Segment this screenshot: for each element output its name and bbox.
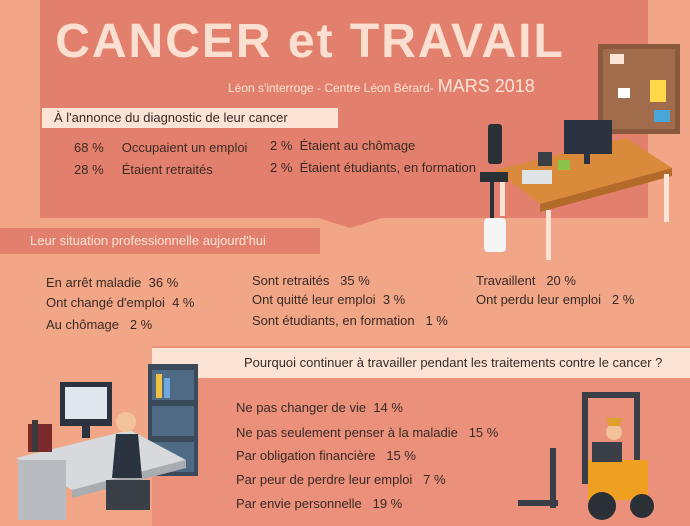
stat-label: Étaient retraités [121, 162, 213, 177]
stat-value: 35 % [340, 273, 370, 288]
page-subtitle: Léon s'interroge - Centre Léon Bérard- MA… [228, 76, 535, 97]
stat-value: 2 % [270, 160, 293, 175]
reason-value: 7 % [423, 472, 446, 487]
reason-item: Par obligation financière 15 % [236, 448, 416, 463]
reasons-question: Pourquoi continuer à travailler pendant … [152, 348, 690, 378]
stat-label: Ont changé d'emploi [46, 295, 165, 310]
current-stat: Travaillent 20 % [476, 273, 576, 288]
reason-value: 15 % [386, 448, 416, 463]
stat-label: En arrêt maladie [46, 275, 142, 290]
reason-value: 14 % [373, 400, 403, 415]
current-stat: Ont changé d'emploi 4 % [46, 295, 194, 310]
corkboard-icon [598, 44, 680, 134]
diagnosis-stat: 2 % Étaient au chômage [270, 138, 415, 153]
stat-label: Ont perdu leur emploi [476, 292, 602, 307]
reason-value: 15 % [468, 425, 499, 440]
diagnosis-stat: 2 % Étaient étudiants, en formation [270, 160, 476, 175]
current-stat: Ont perdu leur emploi 2 % [476, 292, 634, 307]
stat-label: Étaient étudiants, en formation [299, 160, 476, 175]
reason-label: Ne pas changer de vie [236, 400, 367, 415]
reason-item: Par envie personnelle 19 % [236, 496, 402, 511]
current-situation-label: Leur situation professionnelle aujourd'h… [0, 228, 320, 254]
current-stat: Au chômage 2 % [46, 317, 152, 332]
desk-illustration-icon [480, 120, 672, 260]
stat-label: Occupaient un emploi [121, 140, 248, 155]
office-worker-illustration-icon [16, 364, 198, 520]
stat-value: 2 % [611, 292, 635, 307]
reason-item: Par peur de perdre leur emploi 7 % [236, 472, 446, 487]
page-title: CANCER et TRAVAIL [55, 15, 565, 68]
reason-label: Ne pas seulement penser à la maladie [236, 425, 458, 440]
stat-label: Au chômage [46, 317, 119, 332]
reason-label: Par peur de perdre leur emploi [236, 472, 413, 487]
stat-value: 2 % [270, 138, 293, 153]
stat-label: Travaillent [476, 273, 536, 288]
subtitle-source: Léon s'interroge - Centre Léon Bérard- [228, 81, 434, 95]
reason-item: Ne pas changer de vie 14 % [236, 400, 403, 415]
stat-label: Sont étudiants, en formation [252, 313, 415, 328]
forklift-illustration-icon [518, 392, 654, 520]
stat-value: 3 % [382, 292, 406, 307]
stat-value: 1 % [425, 313, 448, 328]
stat-value: 4 % [172, 295, 195, 310]
stat-label: Ont quitté leur emploi [252, 292, 376, 307]
diagnosis-stat: 68 % Occupaient un emploi [74, 140, 247, 155]
reason-item: Ne pas seulement penser à la maladie 15 … [236, 425, 498, 440]
diagnosis-stat: 28 % Étaient retraités [74, 162, 213, 177]
stat-value: 36 % [148, 275, 179, 290]
current-stat: Sont retraités 35 % [252, 273, 370, 288]
reason-label: Par envie personnelle [236, 496, 362, 511]
stat-value: 28 % [74, 162, 104, 177]
current-stat: Ont quitté leur emploi 3 % [252, 292, 405, 307]
diagnosis-label: À l'annonce du diagnostic de leur cancer [42, 108, 338, 128]
stat-value: 20 % [546, 273, 576, 288]
current-stat: En arrêt maladie 36 % [46, 275, 178, 290]
reason-value: 19 % [372, 496, 403, 511]
stat-value: 68 % [74, 140, 104, 155]
reason-label: Par obligation financière [236, 448, 376, 463]
subtitle-date: MARS 2018 [437, 76, 535, 96]
banner-notch [280, 206, 420, 228]
stat-label: Sont retraités [252, 273, 330, 288]
stat-value: 2 % [129, 317, 153, 332]
current-stat: Sont étudiants, en formation 1 % [252, 313, 448, 328]
stat-label: Étaient au chômage [299, 138, 416, 153]
